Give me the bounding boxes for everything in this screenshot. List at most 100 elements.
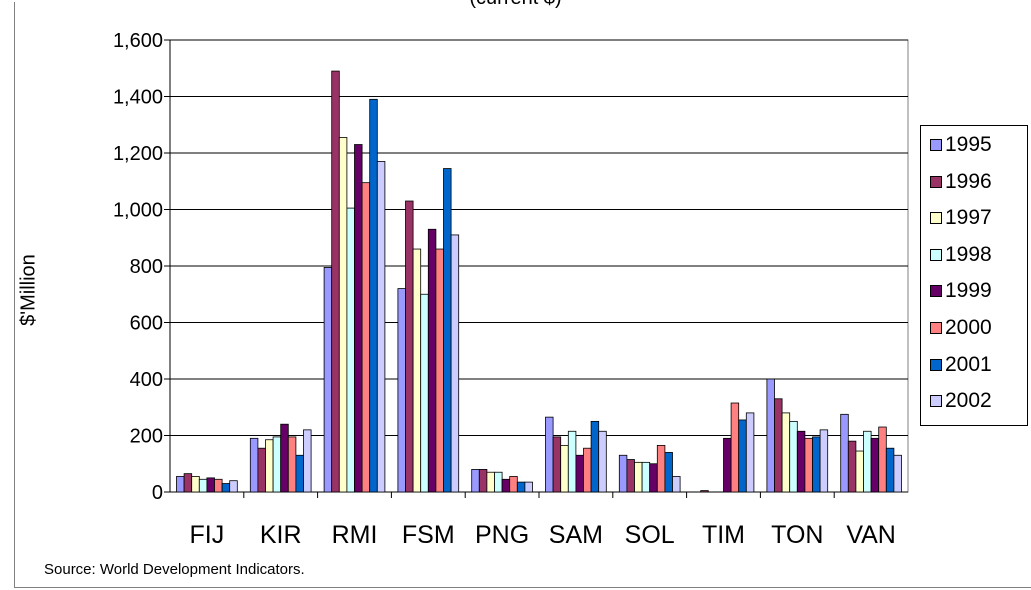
y-tick-label: 1,000 [113,200,163,222]
bar [323,267,333,493]
bar [567,430,577,493]
x-tick-label: SOL [625,521,675,549]
bar [443,168,452,493]
bar [501,478,511,493]
y-tick-label: 1,200 [113,143,163,165]
legend-item: 2000 [930,313,992,343]
legend-label: 2001 [945,352,992,376]
legend-item: 2002 [930,386,992,416]
legend-label: 1999 [945,279,992,303]
bar [590,420,600,493]
bar [723,437,732,493]
bar [369,98,378,493]
bar [198,478,208,493]
bar [575,454,584,493]
bar [249,437,259,493]
bar [870,437,880,493]
x-tick-label: KIR [260,521,302,549]
bar [420,293,429,493]
bar [598,430,607,493]
bar [412,248,422,493]
bar [214,478,223,493]
bar [885,447,895,493]
bar [229,480,238,493]
legend-item: 2001 [930,350,992,380]
bar [471,468,480,493]
legend-label: 2002 [945,389,992,413]
x-tick-label: TIM [702,521,745,549]
bar [361,182,371,493]
bar [812,436,821,493]
bar [287,436,297,493]
bar [509,476,518,493]
bar [183,473,193,493]
bar [435,248,444,493]
y-tick-label: 1,600 [113,30,163,52]
bar [427,228,437,493]
bar [265,439,274,493]
bar [303,429,312,493]
bar [863,430,872,493]
bar [855,450,864,493]
bar [494,471,503,493]
y-tick-label: 400 [130,369,163,391]
bar [781,412,791,493]
y-tick-label: 800 [130,256,163,278]
legend: 1995 1996 1997 1998 1999 2000 2001 2002 [920,125,1028,426]
bar [672,476,681,493]
bar [730,402,740,493]
bar [450,234,460,493]
x-tick-label: SAM [549,521,603,549]
x-tick-label: FIJ [190,521,225,549]
legend-item: 1999 [930,276,992,306]
bar [738,419,747,493]
x-tick-label: FSM [402,521,455,549]
legend-swatch [930,285,942,298]
legend-label: 1996 [945,169,992,193]
y-tick-label: 0 [152,482,163,504]
legend-item: 1996 [930,167,992,197]
legend-swatch [930,175,942,188]
y-tick-label: 200 [130,426,163,448]
bar [664,452,673,493]
bar [552,436,562,493]
y-tick-label: 1,400 [113,87,163,109]
legend-label: 1997 [945,206,992,230]
bar [847,440,857,493]
bar [486,471,495,493]
bar [583,447,592,493]
bar [221,483,231,493]
bar [206,477,215,493]
bar [656,444,666,493]
bar [893,454,902,493]
source-note: Source: World Development Indicators. [44,561,305,578]
bar [257,447,266,493]
bar [789,420,798,493]
bar [478,468,488,493]
bar [346,207,355,493]
bar [354,144,363,493]
bar [331,70,340,493]
bar [176,476,185,493]
bar [626,459,635,493]
bar [774,398,783,493]
chart-title: (current $) [0,0,1031,10]
bar [641,461,651,493]
legend-swatch [930,248,942,261]
bar [516,481,526,493]
x-tick-label: TON [771,521,823,549]
bar [338,137,348,493]
bar [840,413,849,493]
legend-swatch [930,139,942,151]
x-tick-label: PNG [475,521,529,549]
bar [649,463,658,493]
bar [634,461,643,493]
y-axis-label: $'Million [17,254,40,326]
x-tick-label: VAN [846,521,896,549]
bar [280,423,289,493]
legend-item: 1998 [930,240,992,270]
bar [560,444,569,493]
bar [819,429,829,493]
bar [191,476,200,493]
